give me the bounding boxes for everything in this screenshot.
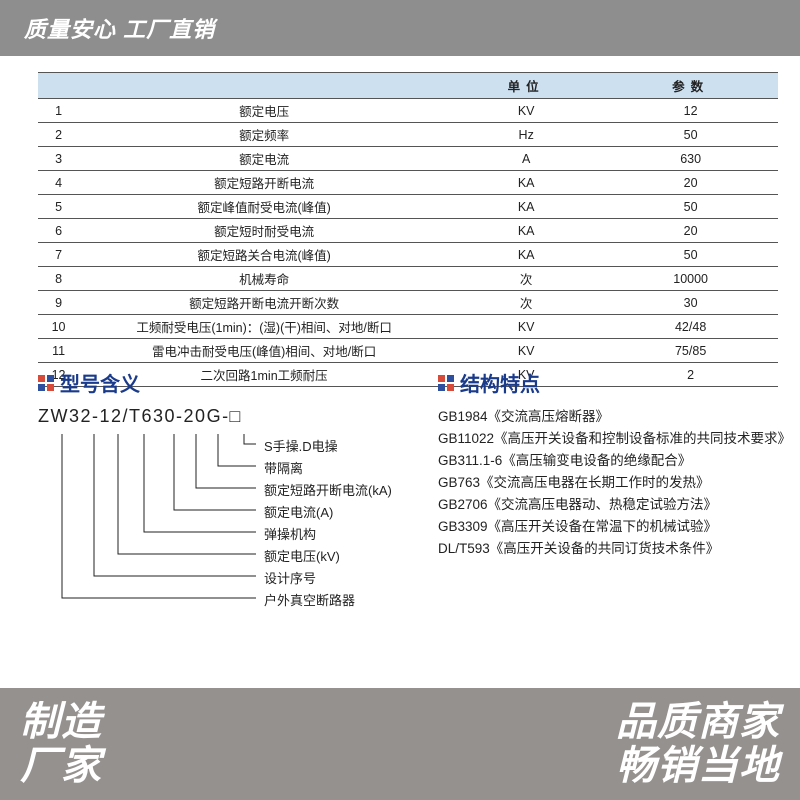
spec-table: 单位 参数 1额定电压KV122额定频率Hz503额定电流A6304额定短路开断… [38,72,778,387]
param-unit: 次 [449,291,603,315]
feature-item: GB1984《交流高压熔断器》 [438,406,768,428]
param-name: 雷电冲击耐受电压(峰值)相间、对地/断口 [79,339,449,363]
heading-marker-icon [438,375,454,391]
param-name: 额定峰值耐受电流(峰值) [79,195,449,219]
param-value: 50 [603,243,778,267]
table-row: 5额定峰值耐受电流(峰值)KA50 [38,195,778,219]
table-row: 3额定电流A630 [38,147,778,171]
param-unit: KA [449,219,603,243]
model-legend-list: S手操.D电操带隔离额定短路开断电流(kA)额定电流(A)弹操机构额定电压(kV… [264,436,392,612]
top-banner-left-text: 质量安心 工厂直销 [24,12,215,44]
param-name: 工频耐受电压(1min)：(湿)(干)相间、对地/断口 [79,315,449,339]
spec-col-value: 参数 [603,73,778,99]
param-unit: KA [449,171,603,195]
param-unit: Hz [449,123,603,147]
model-legend-item: 弹操机构 [264,524,392,546]
feature-item: GB311.1-6《高压输变电设备的绝缘配合》 [438,450,768,472]
param-value: 50 [603,195,778,219]
model-code-text: ZW32-12/T630-20G-□ [38,406,408,427]
param-unit: KV [449,315,603,339]
model-legend-item: 设计序号 [264,568,392,590]
features-block: GB1984《交流高压熔断器》GB11022《高压开关设备和控制设备标准的共同技… [438,406,768,560]
param-name: 额定短时耐受电流 [79,219,449,243]
model-legend-item: 额定电流(A) [264,502,392,524]
param-name: 机械寿命 [79,267,449,291]
feature-item: GB2706《交流高压电器动、热稳定试验方法》 [438,494,768,516]
model-legend-item: 户外真空断路器 [264,590,392,612]
param-unit: KV [449,99,603,123]
table-row: 12二次回路1min工频耐压KV2 [38,363,778,387]
spec-col-unit: 单位 [449,73,603,99]
param-unit: KA [449,243,603,267]
param-name: 额定电流 [79,147,449,171]
param-name: 额定短路开断电流 [79,171,449,195]
model-meaning-block: ZW32-12/T630-20G-□ S手操.D电操带隔离额定短路开断电流(kA… [38,406,408,427]
section-heading-features: 结构特点 [438,368,540,397]
model-legend-item: 带隔离 [264,458,392,480]
table-row: 11雷电冲击耐受电压(峰值)相间、对地/断口KV75/85 [38,339,778,363]
table-row: 7额定短路关合电流(峰值)KA50 [38,243,778,267]
param-value: 50 [603,123,778,147]
param-value: 2 [603,363,778,387]
param-unit: KV [449,339,603,363]
param-value: 20 [603,171,778,195]
row-index: 4 [38,171,79,195]
row-index: 8 [38,267,79,291]
param-name: 额定短路关合电流(峰值) [79,243,449,267]
param-value: 10000 [603,267,778,291]
model-legend-item: 额定短路开断电流(kA) [264,480,392,502]
table-row: 1额定电压KV12 [38,99,778,123]
model-legend-item: 额定电压(kV) [264,546,392,568]
param-value: 20 [603,219,778,243]
table-row: 8机械寿命次10000 [38,267,778,291]
feature-item: GB3309《高压开关设备在常温下的机械试验》 [438,516,768,538]
row-index: 3 [38,147,79,171]
feature-item: DL/T593《高压开关设备的共同订货技术条件》 [438,538,768,560]
feature-item: GB11022《高压开关设备和控制设备标准的共同技术要求》 [438,428,768,450]
row-index: 6 [38,219,79,243]
row-index: 9 [38,291,79,315]
table-row: 6额定短时耐受电流KA20 [38,219,778,243]
table-row: 9额定短路开断电流开断次数次30 [38,291,778,315]
param-value: 630 [603,147,778,171]
row-index: 1 [38,99,79,123]
row-index: 10 [38,315,79,339]
bottom-banner-right: 品质商家 畅销当地 [616,700,780,788]
row-index: 7 [38,243,79,267]
param-name: 额定电压 [79,99,449,123]
bottom-promo-banner: 制造 厂家 品质商家 畅销当地 [0,688,800,800]
bottom-banner-left: 制造 厂家 [20,700,102,788]
param-unit: A [449,147,603,171]
spec-table-header-row: 单位 参数 [38,73,778,99]
param-name: 额定短路开断电流开断次数 [79,291,449,315]
row-index: 11 [38,339,79,363]
table-row: 2额定频率Hz50 [38,123,778,147]
row-index: 5 [38,195,79,219]
bottom-right-line1: 品质商家 [616,700,780,744]
feature-item: GB763《交流高压电器在长期工作时的发热》 [438,472,768,494]
param-value: 42/48 [603,315,778,339]
spec-col-name [79,73,449,99]
section-heading-features-text: 结构特点 [460,368,540,397]
features-list: GB1984《交流高压熔断器》GB11022《高压开关设备和控制设备标准的共同技… [438,406,768,560]
spec-col-index [38,73,79,99]
heading-marker-icon [38,375,54,391]
top-promo-banner: 质量安心 工厂直销 [0,0,800,56]
bottom-right-line2: 畅销当地 [616,744,780,788]
section-heading-model-text: 型号含义 [60,368,140,397]
param-value: 75/85 [603,339,778,363]
table-row: 4额定短路开断电流KA20 [38,171,778,195]
section-heading-model: 型号含义 [38,368,140,397]
model-legend-item: S手操.D电操 [264,436,392,458]
bottom-left-line1: 制造 [20,700,102,744]
param-name: 额定频率 [79,123,449,147]
param-value: 12 [603,99,778,123]
param-value: 30 [603,291,778,315]
param-unit: 次 [449,267,603,291]
row-index: 2 [38,123,79,147]
bottom-left-line2: 厂家 [20,744,102,788]
table-row: 10工频耐受电压(1min)：(湿)(干)相间、对地/断口KV42/48 [38,315,778,339]
param-unit: KA [449,195,603,219]
